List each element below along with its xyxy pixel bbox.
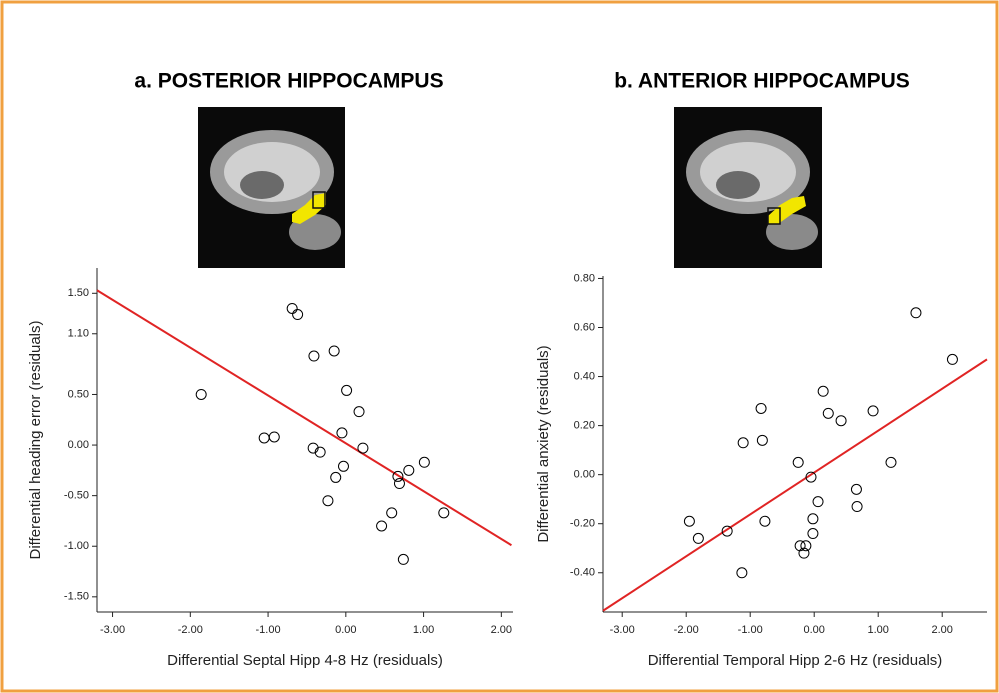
x-axis-label: Differential Septal Hipp 4-8 Hz (residua… <box>167 652 443 669</box>
y-axis-label: Differential heading error (residuals) <box>27 320 44 559</box>
y-tick-label: -1.50 <box>64 591 89 603</box>
x-tick-label: 2.00 <box>491 624 512 636</box>
x-tick-label: -2.00 <box>178 624 203 636</box>
y-tick-label: 1.10 <box>68 328 89 340</box>
y-tick-label: 0.50 <box>68 388 89 400</box>
y-tick-label: 0.60 <box>574 321 595 333</box>
chart-title: b. ANTERIOR HIPPOCAMPUS <box>614 70 910 93</box>
brain-image <box>674 107 822 268</box>
y-tick-label: 0.00 <box>68 439 89 451</box>
x-tick-label: 0.00 <box>803 624 824 636</box>
x-tick-label: 2.00 <box>931 624 952 636</box>
y-tick-label: 0.20 <box>574 420 595 432</box>
frame <box>2 2 997 691</box>
y-tick-label: 0.40 <box>574 370 595 382</box>
y-tick-label: 0.80 <box>574 272 595 284</box>
y-tick-label: 0.00 <box>574 469 595 481</box>
x-tick-label: -1.00 <box>256 624 281 636</box>
chart-title: a. POSTERIOR HIPPOCAMPUS <box>134 70 443 93</box>
y-tick-label: -0.40 <box>570 567 595 579</box>
figure: a. POSTERIOR HIPPOCAMPUS 1.50 1.10 0.50 0.00… <box>0 0 999 693</box>
y-tick-label: 1.50 <box>68 287 89 299</box>
brain-image <box>198 107 345 268</box>
x-tick-label: 1.00 <box>413 624 434 636</box>
page: a. POSTERIOR HIPPOCAMPUS 1.50 1.10 0.50 0.00… <box>0 0 999 693</box>
x-tick-label: 1.00 <box>867 624 888 636</box>
y-tick-label: -0.20 <box>570 518 595 530</box>
x-tick-label: 0.00 <box>335 624 356 636</box>
x-tick-label: -3.00 <box>100 624 125 636</box>
y-tick-label: -0.50 <box>64 490 89 502</box>
x-axis-label: Differential Temporal Hipp 2-6 Hz (resid… <box>648 652 943 669</box>
y-tick-label: -1.00 <box>64 540 89 552</box>
x-tick-label: -3.00 <box>610 624 635 636</box>
x-tick-label: -1.00 <box>738 624 763 636</box>
y-axis-label: Differential anxiety (residuals) <box>535 345 552 542</box>
x-tick-label: -2.00 <box>674 624 699 636</box>
